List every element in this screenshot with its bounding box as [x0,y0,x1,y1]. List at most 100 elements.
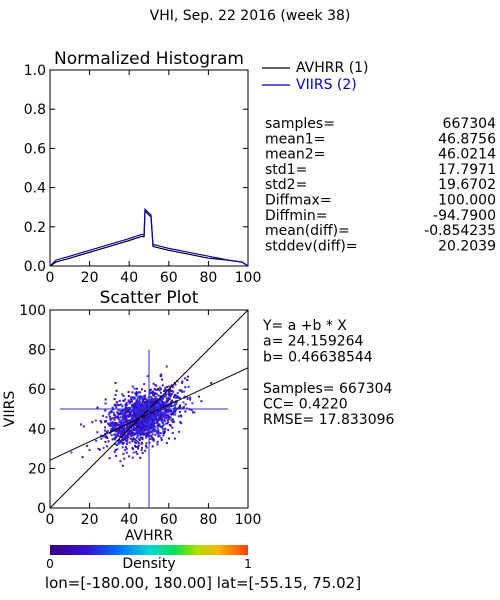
scatter-point [164,387,167,390]
scatter-point [113,437,116,440]
scatter-point [125,440,128,442]
scatter-point [120,435,122,438]
scatter-point [155,398,158,401]
scatter-point [168,406,171,409]
scatter-point [112,425,115,428]
scatter-point [131,428,134,431]
scatter-point [177,415,180,418]
scatter-point [105,431,108,433]
scatter-ylabel: VIIRS [2,391,18,428]
scatter-point [187,385,190,388]
scatter-point [141,407,144,410]
scatter-point [137,428,140,431]
histogram-ticks: 0 20 40 60 80 100 0.0 0.2 0.4 0.6 0.8 1.0 [24,63,262,286]
scatter-point [118,399,121,402]
scatter-point [180,422,183,425]
scatter-point [186,379,189,381]
scatter-point [183,390,186,393]
scatter-point [184,403,187,406]
scatter-point [141,397,144,400]
scatter-point [191,402,194,405]
scatter-point [145,435,148,438]
scatter-point [140,421,143,424]
scatter-point [139,395,142,398]
scatter-point [130,398,133,401]
scatter-point [116,448,119,451]
scatter-point [150,425,153,428]
scatter-point [116,412,119,415]
scatter-point [127,399,130,402]
scatter-point [160,412,163,415]
scatter-point [155,418,158,420]
scatter-point [139,432,142,435]
scatter-point [133,397,136,400]
scatter-point [162,428,165,431]
scatter-point [135,393,138,396]
scatter-point [161,378,164,381]
scatter-point [159,398,162,401]
scatter-point [121,427,124,430]
scatter-point [132,437,135,440]
scatter-point [114,382,117,384]
scatter-point [168,389,171,392]
scatter-point [171,418,174,421]
scatter-point [138,438,141,441]
scatter-point [129,425,132,428]
scatter-point [157,429,160,432]
scatter-point [138,427,140,430]
scatter-point [182,401,185,404]
scatter-point [174,404,176,407]
scatter-fit-line-text: a= 24.159264 [263,334,364,350]
scatter-point [138,404,141,407]
scatter-point [144,449,147,452]
scatter-point [121,430,124,433]
scatter-point [119,413,122,416]
scatter-point [116,434,119,436]
scatter-point [121,446,124,449]
scatter-point [158,434,161,437]
scatter-point [131,456,134,459]
scatter-point [149,401,152,404]
scatter-point [166,400,169,403]
scatter-point [160,388,163,391]
scatter-point [146,404,149,407]
scatter-point [159,432,162,435]
scatter-point [130,418,133,420]
scatter-point [169,389,172,392]
scatter-point [143,395,146,398]
scatter-point [136,445,139,448]
scatter-point [151,430,154,433]
scatter-point [149,411,152,414]
scatter-point [118,432,121,435]
scatter-point [141,431,144,434]
scatter-point [130,420,133,423]
scatter-ytick-label: 40 [28,422,46,438]
scatter-point [106,436,109,439]
scatter-point [113,438,116,441]
scatter-point [166,398,169,401]
scatter-point [179,410,181,413]
scatter-point [114,414,117,417]
scatter-point [153,392,156,394]
scatter-point [139,424,142,426]
scatter-point [152,391,155,394]
scatter-point [135,412,138,415]
scatter-point [109,421,112,424]
scatter-point [163,419,166,422]
scatter-point [137,447,140,450]
scatter-point [169,395,172,398]
scatter-point [143,420,146,423]
scatter-point [80,423,82,426]
scatter-point [150,435,153,438]
scatter-point [147,426,150,429]
scatter-point [140,397,143,400]
scatter-point [118,413,121,416]
scatter-point [138,421,141,424]
scatter-xlabel: AVHRR [125,528,174,544]
scatter-point [129,429,132,432]
scatter-point [161,421,164,424]
scatter-title: Scatter Plot [100,288,199,308]
scatter-point [142,400,145,403]
scatter-point [121,464,124,467]
